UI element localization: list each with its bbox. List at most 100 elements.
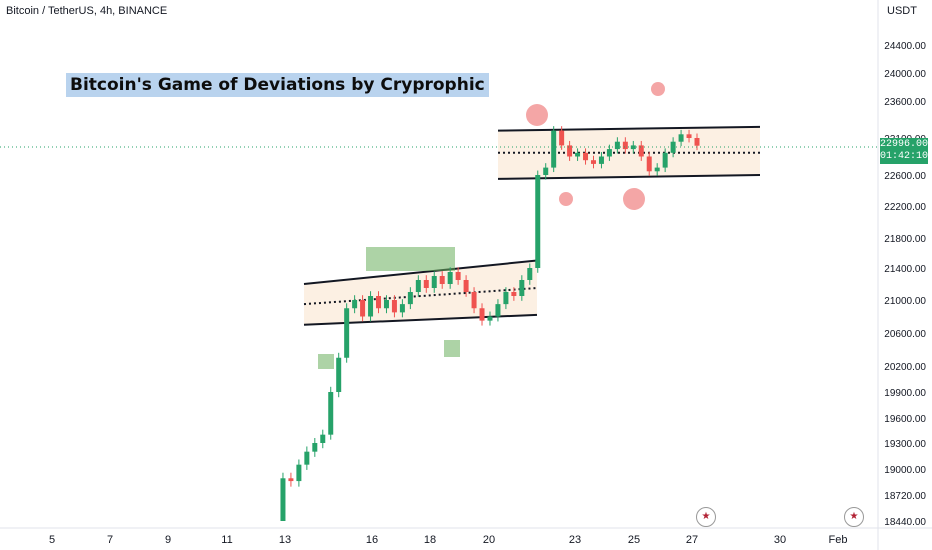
price-tick-label: 21000.00 xyxy=(884,296,926,307)
us-flag-icon[interactable]: ★ xyxy=(844,507,864,527)
candle-body xyxy=(638,145,644,157)
candle-body xyxy=(670,141,676,153)
time-tick-label: 16 xyxy=(366,534,378,546)
price-tick-label: 19600.00 xyxy=(884,414,926,425)
price-tick-label: 20600.00 xyxy=(884,329,926,340)
candle-body xyxy=(567,145,573,157)
candle-body xyxy=(551,130,557,168)
candle-body xyxy=(630,145,636,150)
candle-body xyxy=(368,296,374,317)
candle-body xyxy=(296,464,302,482)
candle-body xyxy=(288,478,294,482)
candle-body xyxy=(575,152,581,157)
price-tick-label: 23600.00 xyxy=(884,97,926,108)
candle-body xyxy=(304,451,310,465)
highlight-zone-red xyxy=(623,188,645,210)
candle-body xyxy=(495,304,501,317)
candle-body xyxy=(312,443,318,452)
candle-body xyxy=(527,268,533,280)
price-tick-label: 19300.00 xyxy=(884,439,926,450)
candle-body xyxy=(654,167,660,172)
time-tick-label: 13 xyxy=(279,534,291,546)
time-tick-label: 20 xyxy=(483,534,495,546)
candle-body xyxy=(519,280,525,296)
candle-body xyxy=(344,308,350,358)
candle-body xyxy=(336,357,342,392)
candle-body xyxy=(352,300,358,309)
time-tick-label: 9 xyxy=(165,534,171,546)
candle-body xyxy=(399,304,405,313)
candle-body xyxy=(280,478,286,521)
last-price-value: 22996.00 xyxy=(880,139,929,150)
price-tick-label: 19900.00 xyxy=(884,388,926,399)
us-flag-icon[interactable]: ★ xyxy=(696,507,716,527)
highlight-zone-green xyxy=(444,340,460,357)
time-tick-label: 11 xyxy=(221,534,232,546)
candle-body xyxy=(471,292,477,309)
price-tick-label: 24000.00 xyxy=(884,69,926,80)
time-axis-labels: 5 7 9 11 13 16 18 20 23 25 27 30 Feb xyxy=(49,534,848,546)
candle-body xyxy=(463,280,469,292)
candle-body xyxy=(559,130,565,146)
candle-body xyxy=(376,296,382,309)
candle-body xyxy=(503,292,509,305)
price-tick-label: 21800.00 xyxy=(884,234,926,245)
time-tick-label: 25 xyxy=(628,534,640,546)
candle-body xyxy=(622,141,628,150)
price-tick-label: 21400.00 xyxy=(884,264,926,275)
time-tick-label: 18 xyxy=(424,534,436,546)
time-tick-label: 23 xyxy=(569,534,581,546)
channel-upper-line xyxy=(303,259,538,285)
price-tick-label: 19000.00 xyxy=(884,465,926,476)
highlight-zones xyxy=(318,82,665,369)
candle-body xyxy=(360,300,366,317)
symbol-header[interactable]: Bitcoin / TetherUS, 4h, BINANCE xyxy=(6,5,168,17)
candle-body xyxy=(678,134,684,142)
candle-body xyxy=(415,280,421,292)
candle-body xyxy=(487,316,493,321)
candle-body xyxy=(535,175,541,268)
price-tick-label: 18720.00 xyxy=(884,491,926,502)
last-price-tag: 22996.00 01:42:10 xyxy=(880,138,928,164)
time-tick-label: 7 xyxy=(107,534,113,546)
price-tick-label: 24400.00 xyxy=(884,41,926,52)
candle-body xyxy=(383,300,389,309)
candle-body xyxy=(431,276,437,288)
candle-body xyxy=(511,292,517,296)
price-tick-label: 22200.00 xyxy=(884,202,926,213)
candle-body xyxy=(439,276,445,284)
price-tick-label: 22600.00 xyxy=(884,171,926,182)
candle-body xyxy=(598,156,604,164)
highlight-zone-green xyxy=(318,354,334,369)
bar-countdown: 01:42:10 xyxy=(880,151,929,162)
chart-title-annotation[interactable]: Bitcoin's Game of Deviations by Cryproph… xyxy=(66,73,489,97)
candle-body xyxy=(447,272,453,284)
candle-body xyxy=(646,156,652,172)
price-tick-label: 20200.00 xyxy=(884,362,926,373)
time-tick-label: 27 xyxy=(686,534,698,546)
candle-body xyxy=(583,152,589,161)
highlight-zone-red xyxy=(526,104,548,126)
candlesticks xyxy=(280,126,700,521)
candle-body xyxy=(662,152,668,168)
candle-body xyxy=(328,392,334,435)
candle-body xyxy=(590,160,596,164)
time-tick-label: 5 xyxy=(49,534,55,546)
price-axis-labels: 24400.0024000.0023600.0023100.0022600.00… xyxy=(884,41,926,528)
price-tick-label: 18440.00 xyxy=(884,517,926,528)
candle-body xyxy=(320,434,326,443)
channel-lower-line xyxy=(497,174,761,180)
candle-body xyxy=(423,280,429,288)
highlight-zone-red xyxy=(651,82,665,96)
candle-body xyxy=(455,272,461,280)
channel-mid-line xyxy=(303,287,538,306)
time-tick-label: 30 xyxy=(774,534,786,546)
candle-body xyxy=(391,300,397,313)
channel-upper-line xyxy=(497,125,761,132)
candle-body xyxy=(606,149,612,157)
highlight-zone-green xyxy=(366,247,455,271)
candle-body xyxy=(614,141,620,150)
candle-body xyxy=(543,167,549,175)
channel-drawings xyxy=(303,125,761,326)
